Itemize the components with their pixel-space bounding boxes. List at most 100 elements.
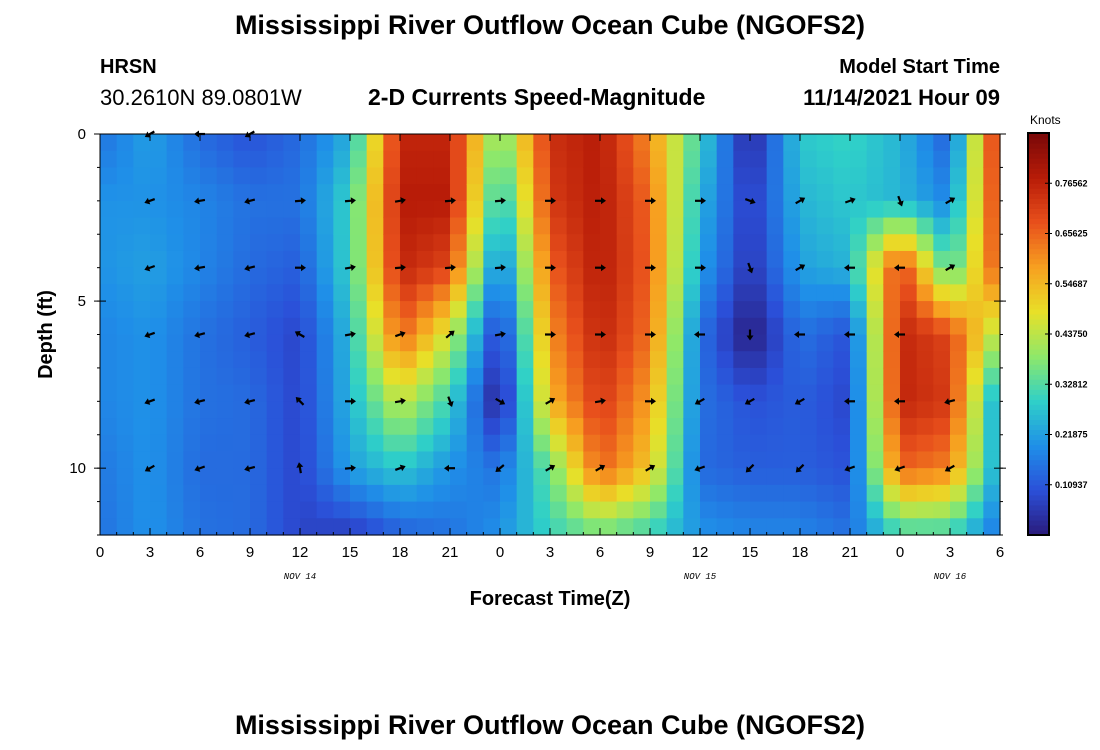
heatmap-cell xyxy=(166,284,184,302)
heatmap-cell xyxy=(500,501,518,519)
heatmap-cell xyxy=(166,401,184,419)
heatmap-cell xyxy=(300,351,318,369)
heatmap-cell xyxy=(300,434,318,453)
heatmap-cell xyxy=(483,451,501,469)
model-start-label: Model Start Time xyxy=(839,56,1000,78)
heatmap-cell xyxy=(633,217,651,235)
arrow-head xyxy=(500,330,506,338)
heatmap-cell xyxy=(783,217,801,235)
footer-title: Mississippi River Outflow Ocean Cube (NG… xyxy=(234,710,866,740)
heatmap-cell xyxy=(866,468,884,486)
heatmap-cell xyxy=(883,451,901,469)
arrow-head xyxy=(894,397,899,405)
heatmap-cell xyxy=(233,200,251,219)
heatmap-cell xyxy=(750,200,768,219)
heatmap-cell xyxy=(283,351,301,369)
heatmap-cell xyxy=(150,484,168,503)
heatmap-cell xyxy=(533,334,551,352)
heatmap-cell xyxy=(900,501,918,519)
heatmap-cell xyxy=(166,367,184,386)
x-tick-label: 9 xyxy=(246,544,254,561)
heatmap-cell xyxy=(450,401,468,419)
heatmap-cell xyxy=(383,234,401,252)
direction-arrow xyxy=(296,462,304,474)
heatmap-cell xyxy=(850,184,868,202)
heatmap-cell xyxy=(116,351,134,369)
heatmap-cell xyxy=(550,217,568,235)
heatmap-cell xyxy=(666,234,684,252)
heatmap-cell xyxy=(616,267,634,285)
arrow-head xyxy=(794,398,801,405)
heatmap-cell xyxy=(250,451,268,469)
heatmap-cell xyxy=(733,351,751,369)
heatmap-cell xyxy=(866,451,884,469)
direction-arrow xyxy=(795,197,806,205)
x-tick-label: 0 xyxy=(96,544,104,561)
colorbar-segment xyxy=(1028,474,1049,481)
heatmap-cell xyxy=(750,351,768,369)
heatmap-cell xyxy=(616,200,634,219)
heatmap-cell xyxy=(933,200,951,219)
heatmap-cell xyxy=(983,217,1001,235)
heatmap-cell xyxy=(683,484,701,503)
heatmap-cell xyxy=(266,401,284,419)
heatmap-cell xyxy=(350,200,368,219)
heatmap-cell xyxy=(450,267,468,285)
heatmap-cell xyxy=(683,284,701,302)
heatmap-cell xyxy=(200,351,218,369)
direction-arrow xyxy=(894,264,905,272)
heatmap-cell xyxy=(616,484,634,503)
direction-arrow xyxy=(144,197,156,205)
heatmap-cell xyxy=(883,167,901,185)
heatmap-cell xyxy=(533,468,551,486)
heatmap-cell xyxy=(683,334,701,352)
heatmap-cell xyxy=(600,334,618,352)
heatmap-cell xyxy=(566,451,584,469)
heatmap-cell xyxy=(850,468,868,486)
arrow-head xyxy=(844,465,851,472)
heatmap-cell xyxy=(466,234,484,252)
heatmap-cell xyxy=(266,267,284,285)
heatmap-cell xyxy=(550,518,568,536)
direction-arrow xyxy=(945,264,956,272)
heatmap-cell xyxy=(783,367,801,386)
heatmap-cell xyxy=(250,518,268,536)
heatmap-cell xyxy=(700,150,718,169)
heatmap-cell xyxy=(266,134,284,152)
heatmap-cell xyxy=(550,451,568,469)
heatmap-cell xyxy=(316,150,334,169)
heatmap-cell xyxy=(933,418,951,436)
heatmap-cell xyxy=(566,501,584,519)
heatmap-cell xyxy=(166,250,184,269)
heatmap-cell xyxy=(583,184,601,202)
heatmap-cell xyxy=(933,134,951,152)
heatmap-cell xyxy=(916,468,934,486)
heatmap-cell xyxy=(133,418,151,436)
heatmap-cell xyxy=(416,234,434,252)
heatmap-cell xyxy=(150,334,168,352)
heatmap-cell xyxy=(400,518,418,536)
heatmap-cell xyxy=(450,468,468,486)
heatmap-cell xyxy=(100,451,118,469)
heatmap-cell xyxy=(383,217,401,235)
heatmap-cell xyxy=(366,200,384,219)
heatmap-cell xyxy=(133,401,151,419)
heatmap-cell xyxy=(466,200,484,219)
arrow-head xyxy=(551,264,556,272)
direction-arrow xyxy=(444,264,456,272)
heatmap-cell xyxy=(150,351,168,369)
heatmap-cell xyxy=(216,200,234,219)
heatmap-cell xyxy=(800,301,818,319)
colorbar-tick-label: 0.32812 xyxy=(1055,379,1088,389)
heatmap-cell xyxy=(383,384,401,402)
arrow-head xyxy=(450,264,456,272)
arrow-head xyxy=(448,330,455,337)
heatmap-cell xyxy=(450,250,468,269)
arrow-head xyxy=(194,398,200,405)
colorbar-segment xyxy=(1028,213,1049,220)
heatmap-cell xyxy=(366,334,384,352)
arrow-head xyxy=(400,197,406,205)
arrow-head xyxy=(601,331,606,338)
arrow-head xyxy=(450,197,456,205)
direction-arrow xyxy=(944,464,955,472)
